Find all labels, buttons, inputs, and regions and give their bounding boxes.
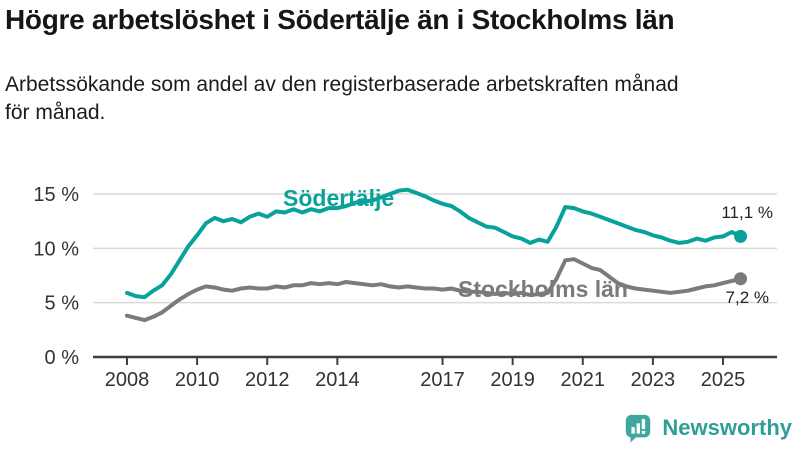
series-end-dot-stockholms-lan <box>734 272 748 286</box>
series-end-dot-sodertalje <box>734 229 748 243</box>
series-end-value-label: 11,1 % <box>721 203 773 222</box>
subtitle-line-2: för månad. <box>5 100 106 124</box>
series-line-stockholms-lan <box>125 257 743 323</box>
logo-exclamation-dot <box>642 430 646 434</box>
x-tick-label: 2008 <box>105 369 150 391</box>
logo-bubble-tail <box>630 435 639 443</box>
chart-title: Högre arbetslöshet i Södertälje än i Sto… <box>5 4 675 35</box>
series-label: Södertälje <box>283 185 394 211</box>
x-tick-label: 2025 <box>701 369 746 391</box>
series-label: Stockholms län <box>458 276 628 302</box>
x-tick-label: 2010 <box>175 369 220 391</box>
y-tick-label: 15 % <box>33 184 79 206</box>
y-tick-label: 10 % <box>33 238 79 260</box>
brand-name: Newsworthy <box>662 415 792 440</box>
x-tick-label: 2014 <box>315 369 360 391</box>
series-line-sodertalje <box>125 187 743 300</box>
subtitle-line-1: Arbetssökande som andel av den registerb… <box>5 73 679 96</box>
brand-footer: Newsworthy <box>623 413 792 443</box>
logo-bar-medium <box>637 423 641 434</box>
x-tick-label: 2023 <box>631 369 676 391</box>
x-tick-label: 2012 <box>245 369 290 391</box>
x-tick-label: 2019 <box>490 369 535 391</box>
newsworthy-logo-icon <box>626 414 651 443</box>
logo-exclamation-bar <box>642 419 646 429</box>
logo-bar-small <box>631 427 636 434</box>
x-tick-label: 2021 <box>561 369 606 391</box>
y-tick-label: 5 % <box>45 293 80 315</box>
chart-subtitle: Arbetssökande som andel av den registerb… <box>5 71 792 127</box>
y-tick-label: 0 % <box>45 347 80 369</box>
series-end-value-label: 7,2 % <box>726 288 769 307</box>
x-tick-label: 2017 <box>420 369 465 391</box>
